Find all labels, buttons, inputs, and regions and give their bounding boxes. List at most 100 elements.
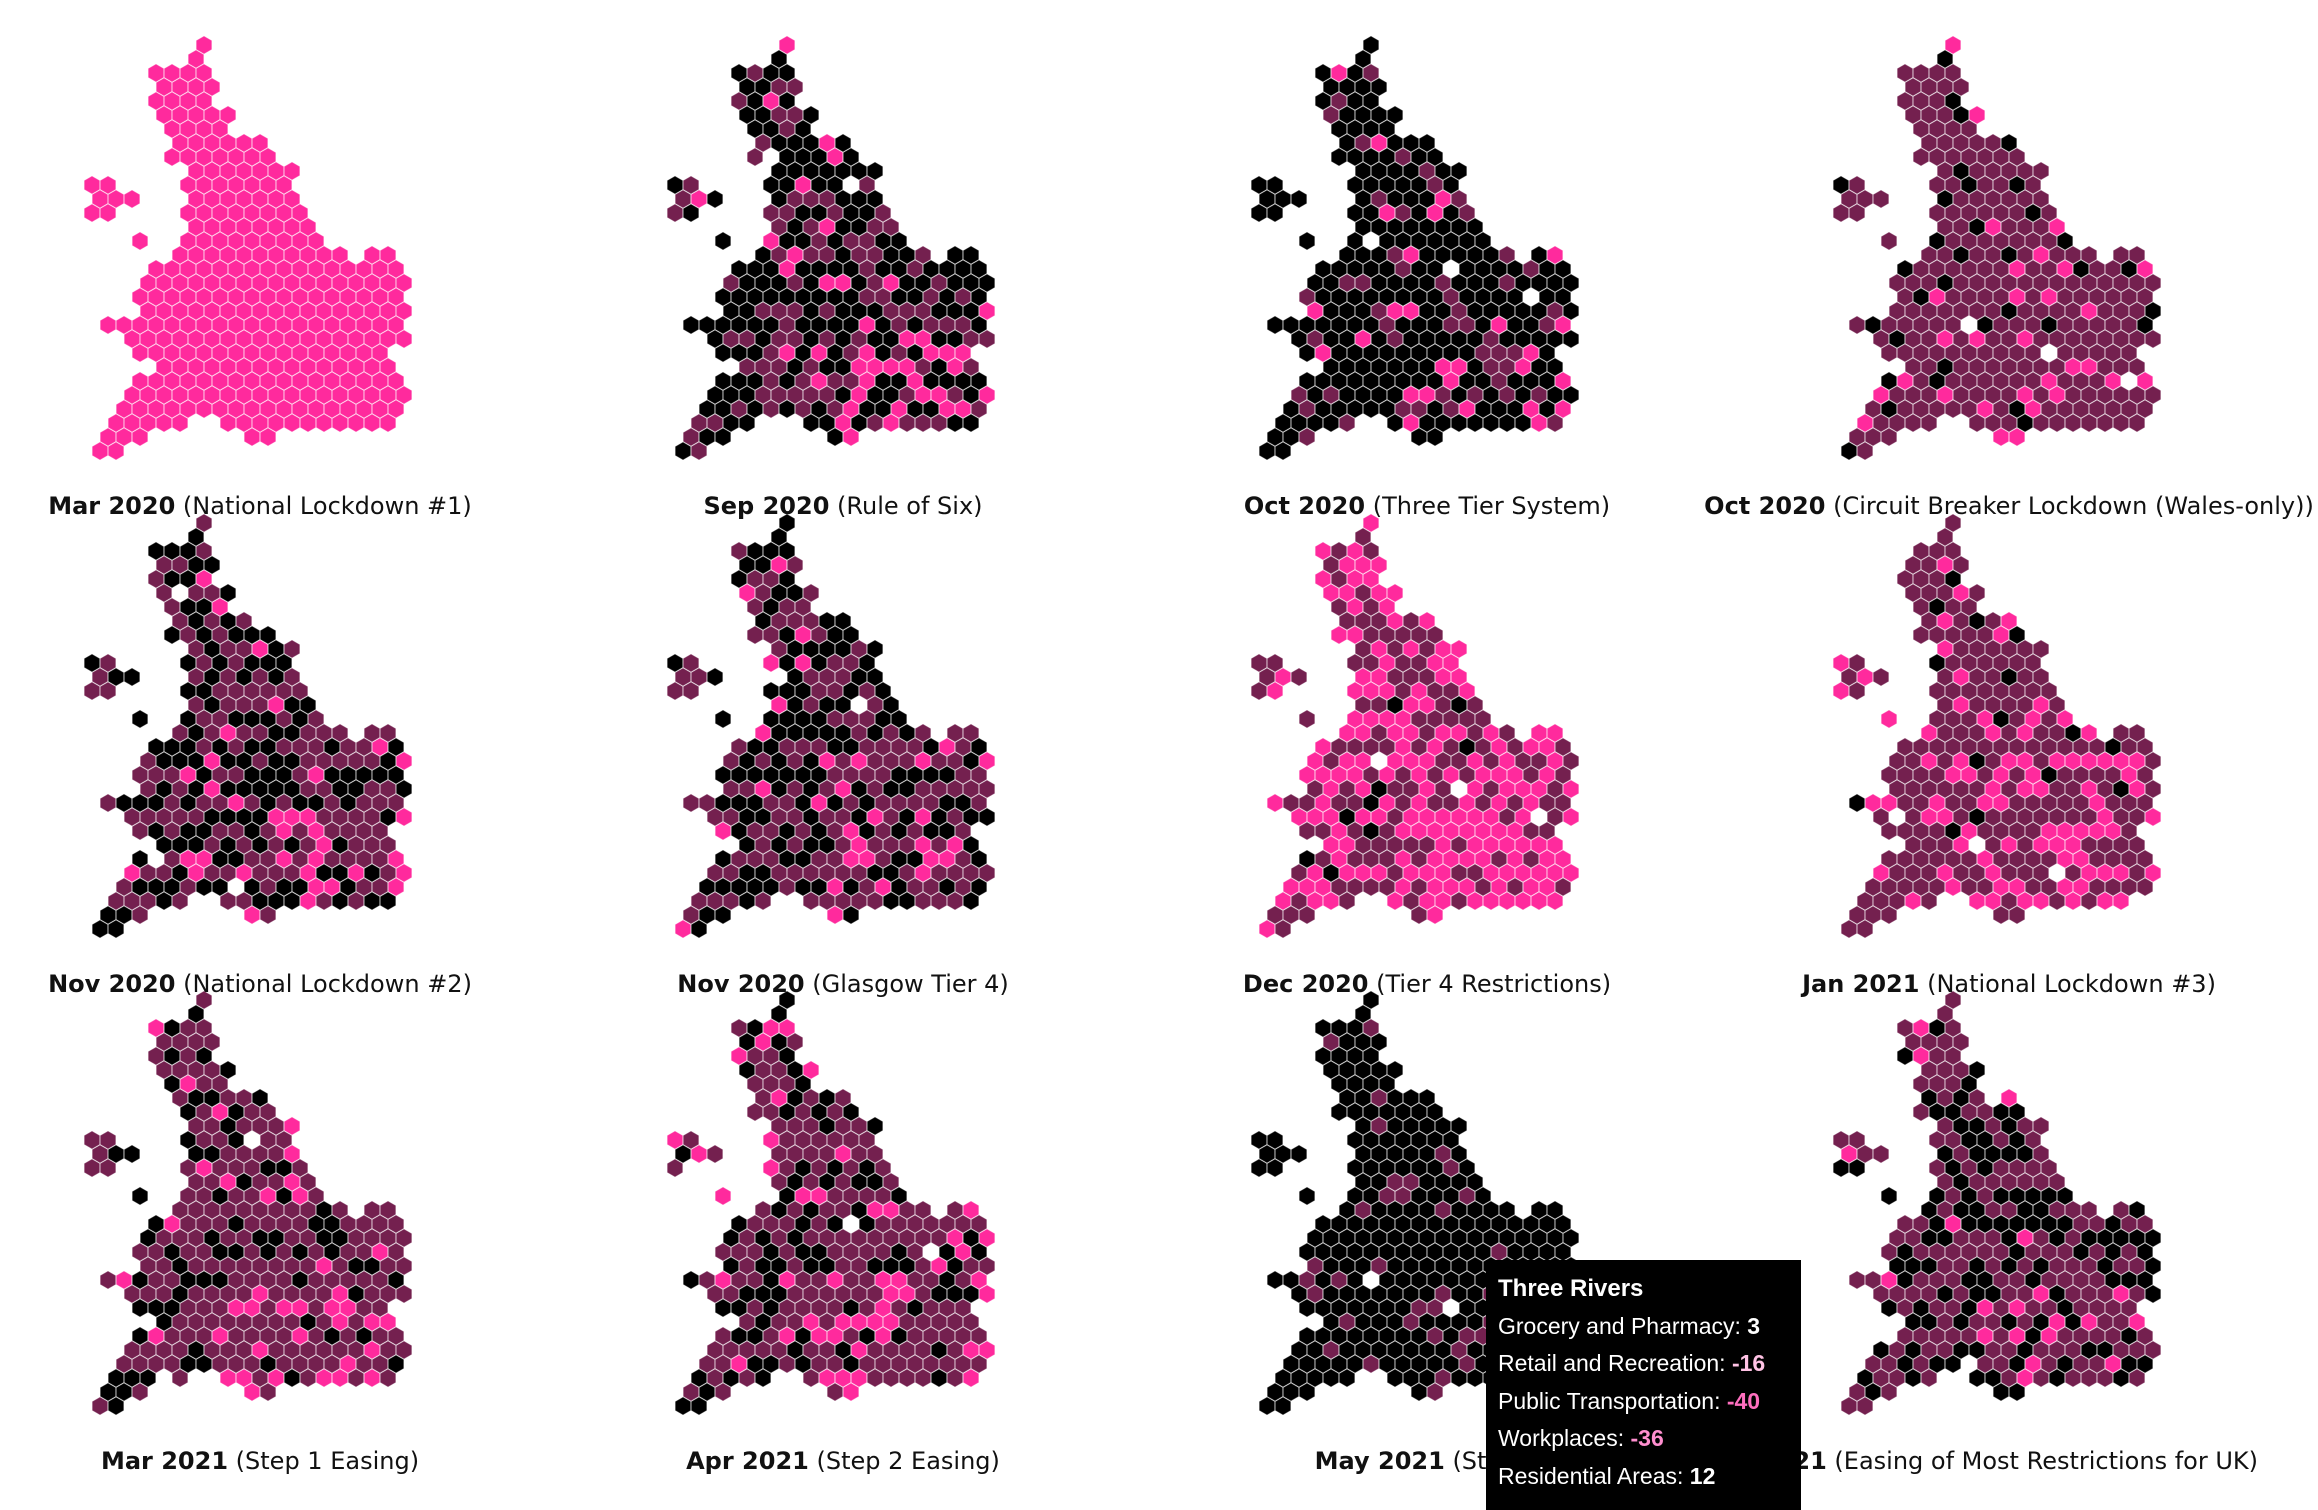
hex[interactable] xyxy=(754,583,772,603)
hex[interactable] xyxy=(770,161,788,181)
hex[interactable] xyxy=(115,399,133,419)
hex[interactable] xyxy=(163,63,181,83)
hex[interactable] xyxy=(922,877,940,897)
hex[interactable] xyxy=(2040,203,2058,223)
hex[interactable] xyxy=(251,723,269,743)
hex[interactable] xyxy=(746,821,764,841)
hex[interactable] xyxy=(682,905,700,925)
hex[interactable] xyxy=(1346,569,1364,589)
hex[interactable] xyxy=(163,821,181,841)
hex[interactable] xyxy=(1498,723,1516,743)
hex[interactable] xyxy=(251,329,269,349)
hex[interactable] xyxy=(1522,343,1540,363)
hex[interactable] xyxy=(762,569,780,589)
hex[interactable] xyxy=(1410,1214,1428,1234)
hex[interactable] xyxy=(91,1396,109,1416)
hex[interactable] xyxy=(1450,1228,1468,1248)
hex[interactable] xyxy=(291,315,309,335)
hex[interactable] xyxy=(195,681,213,701)
hex[interactable] xyxy=(1418,1144,1436,1164)
hex[interactable] xyxy=(842,877,860,897)
hex[interactable] xyxy=(866,695,884,715)
hex[interactable] xyxy=(283,723,301,743)
hex[interactable] xyxy=(1968,1368,1986,1388)
hex[interactable] xyxy=(179,793,197,813)
hex[interactable] xyxy=(1298,709,1316,729)
hex[interactable] xyxy=(1322,1368,1340,1388)
hex[interactable] xyxy=(251,273,269,293)
hex[interactable] xyxy=(794,203,812,223)
hex[interactable] xyxy=(331,301,349,321)
hex[interactable] xyxy=(2016,807,2034,827)
hex[interactable] xyxy=(187,807,205,827)
hex[interactable] xyxy=(1378,1186,1396,1206)
hex[interactable] xyxy=(714,765,732,785)
hex[interactable] xyxy=(195,990,213,1010)
hex[interactable] xyxy=(275,1298,293,1318)
hex[interactable] xyxy=(227,681,245,701)
hex[interactable] xyxy=(235,133,253,153)
hex[interactable] xyxy=(834,1284,852,1304)
hex[interactable] xyxy=(251,1256,269,1276)
hex[interactable] xyxy=(794,371,812,391)
hex[interactable] xyxy=(1370,1060,1388,1080)
hex[interactable] xyxy=(1968,863,1986,883)
hex[interactable] xyxy=(906,1326,924,1346)
hex[interactable] xyxy=(1418,357,1436,377)
hex[interactable] xyxy=(195,1326,213,1346)
hex[interactable] xyxy=(251,413,269,433)
hex[interactable] xyxy=(1514,357,1532,377)
hex[interactable] xyxy=(810,371,828,391)
hex[interactable] xyxy=(2136,877,2154,897)
hex[interactable] xyxy=(1474,259,1492,279)
hex[interactable] xyxy=(267,667,285,687)
hex[interactable] xyxy=(171,1284,189,1304)
hex[interactable] xyxy=(283,779,301,799)
hex[interactable] xyxy=(2000,611,2018,631)
hex[interactable] xyxy=(1944,849,1962,869)
hex[interactable] xyxy=(1936,527,1954,547)
hex[interactable] xyxy=(1888,891,1906,911)
hex[interactable] xyxy=(307,315,325,335)
hex[interactable] xyxy=(786,217,804,237)
hex[interactable] xyxy=(1330,1046,1348,1066)
hex[interactable] xyxy=(914,1312,932,1332)
hex[interactable] xyxy=(978,385,996,405)
hex[interactable] xyxy=(283,357,301,377)
hex[interactable] xyxy=(1434,639,1452,659)
hex[interactable] xyxy=(355,821,373,841)
hex[interactable] xyxy=(898,301,916,321)
hex[interactable] xyxy=(2120,343,2138,363)
hex[interactable] xyxy=(770,217,788,237)
hex[interactable] xyxy=(762,1074,780,1094)
hex[interactable] xyxy=(1936,611,1954,631)
hex[interactable] xyxy=(1450,301,1468,321)
hex[interactable] xyxy=(179,569,197,589)
hex[interactable] xyxy=(1450,863,1468,883)
hex[interactable] xyxy=(371,1270,389,1290)
hex[interactable] xyxy=(235,1256,253,1276)
hex[interactable] xyxy=(235,217,253,237)
hex[interactable] xyxy=(1984,413,2002,433)
hex[interactable] xyxy=(754,245,772,265)
hex[interactable] xyxy=(706,863,724,883)
hex[interactable] xyxy=(2000,779,2018,799)
hex[interactable] xyxy=(1976,821,1994,841)
hex[interactable] xyxy=(211,1158,229,1178)
hex[interactable] xyxy=(1338,413,1356,433)
hex[interactable] xyxy=(2112,413,2130,433)
hex[interactable] xyxy=(842,821,860,841)
hex[interactable] xyxy=(1402,1144,1420,1164)
hex[interactable] xyxy=(227,1354,245,1374)
hex[interactable] xyxy=(2120,849,2138,869)
hex[interactable] xyxy=(2016,217,2034,237)
hex[interactable] xyxy=(730,1242,748,1262)
hex[interactable] xyxy=(139,891,157,911)
hex[interactable] xyxy=(2032,751,2050,771)
hex[interactable] xyxy=(2032,413,2050,433)
hex[interactable] xyxy=(203,667,221,687)
hex[interactable] xyxy=(291,1158,309,1178)
hex[interactable] xyxy=(1968,245,1986,265)
hex[interactable] xyxy=(2056,399,2074,419)
hex[interactable] xyxy=(1282,315,1300,335)
